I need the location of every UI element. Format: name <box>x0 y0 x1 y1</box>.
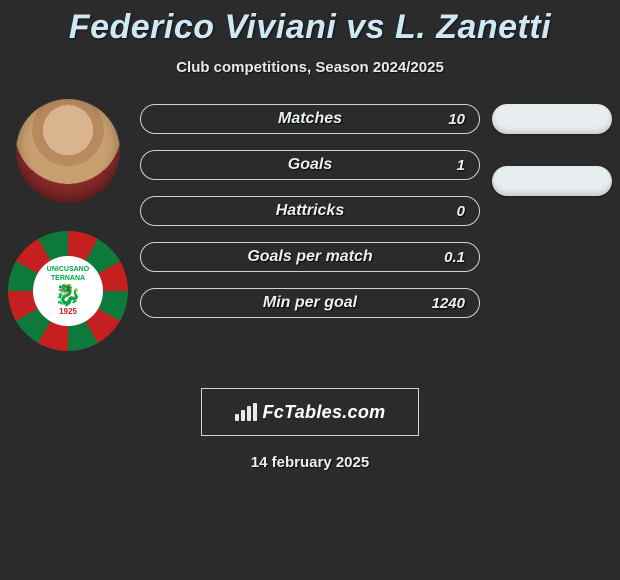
club-badge-dragon-icon: 🐉 <box>54 284 81 306</box>
comparison-area: UNICUSANO TERNANA 🐉 1925 Matches 10 Goal… <box>0 104 620 364</box>
stat-bar-matches: Matches 10 <box>140 104 480 134</box>
stat-value: 0 <box>457 203 465 220</box>
opponent-pill <box>492 104 612 134</box>
club-badge-center: UNICUSANO TERNANA 🐉 1925 <box>33 256 103 326</box>
stat-label: Min per goal <box>263 294 357 312</box>
club-badge: UNICUSANO TERNANA 🐉 1925 <box>8 231 128 351</box>
left-column: UNICUSANO TERNANA 🐉 1925 <box>8 99 128 351</box>
stat-bar-goals: Goals 1 <box>140 150 480 180</box>
stat-label: Matches <box>278 110 342 128</box>
stat-label: Hattricks <box>276 202 344 220</box>
club-badge-year: 1925 <box>59 308 77 316</box>
stat-value: 1240 <box>432 295 465 312</box>
stat-bar-hattricks: Hattricks 0 <box>140 196 480 226</box>
stat-value: 10 <box>448 111 465 128</box>
stat-label: Goals <box>288 156 332 174</box>
stat-bar-gpm: Goals per match 0.1 <box>140 242 480 272</box>
stat-bar-mpg: Min per goal 1240 <box>140 288 480 318</box>
subtitle: Club competitions, Season 2024/2025 <box>0 59 620 76</box>
player-avatar <box>16 99 120 203</box>
footer-date: 14 february 2025 <box>0 454 620 471</box>
brand-bars-icon <box>235 403 257 421</box>
page-title: Federico Viviani vs L. Zanetti <box>0 0 620 47</box>
stat-bars: Matches 10 Goals 1 Hattricks 0 Goals per… <box>140 104 480 318</box>
right-column <box>492 104 612 196</box>
brand-box[interactable]: FcTables.com <box>201 388 419 436</box>
club-badge-name: TERNANA <box>51 275 85 282</box>
stat-label: Goals per match <box>247 248 372 266</box>
brand-text: FcTables.com <box>263 402 386 423</box>
club-badge-top-text: UNICUSANO <box>47 266 89 273</box>
stat-value: 1 <box>457 157 465 174</box>
stat-value: 0.1 <box>444 249 465 266</box>
opponent-pill <box>492 166 612 196</box>
